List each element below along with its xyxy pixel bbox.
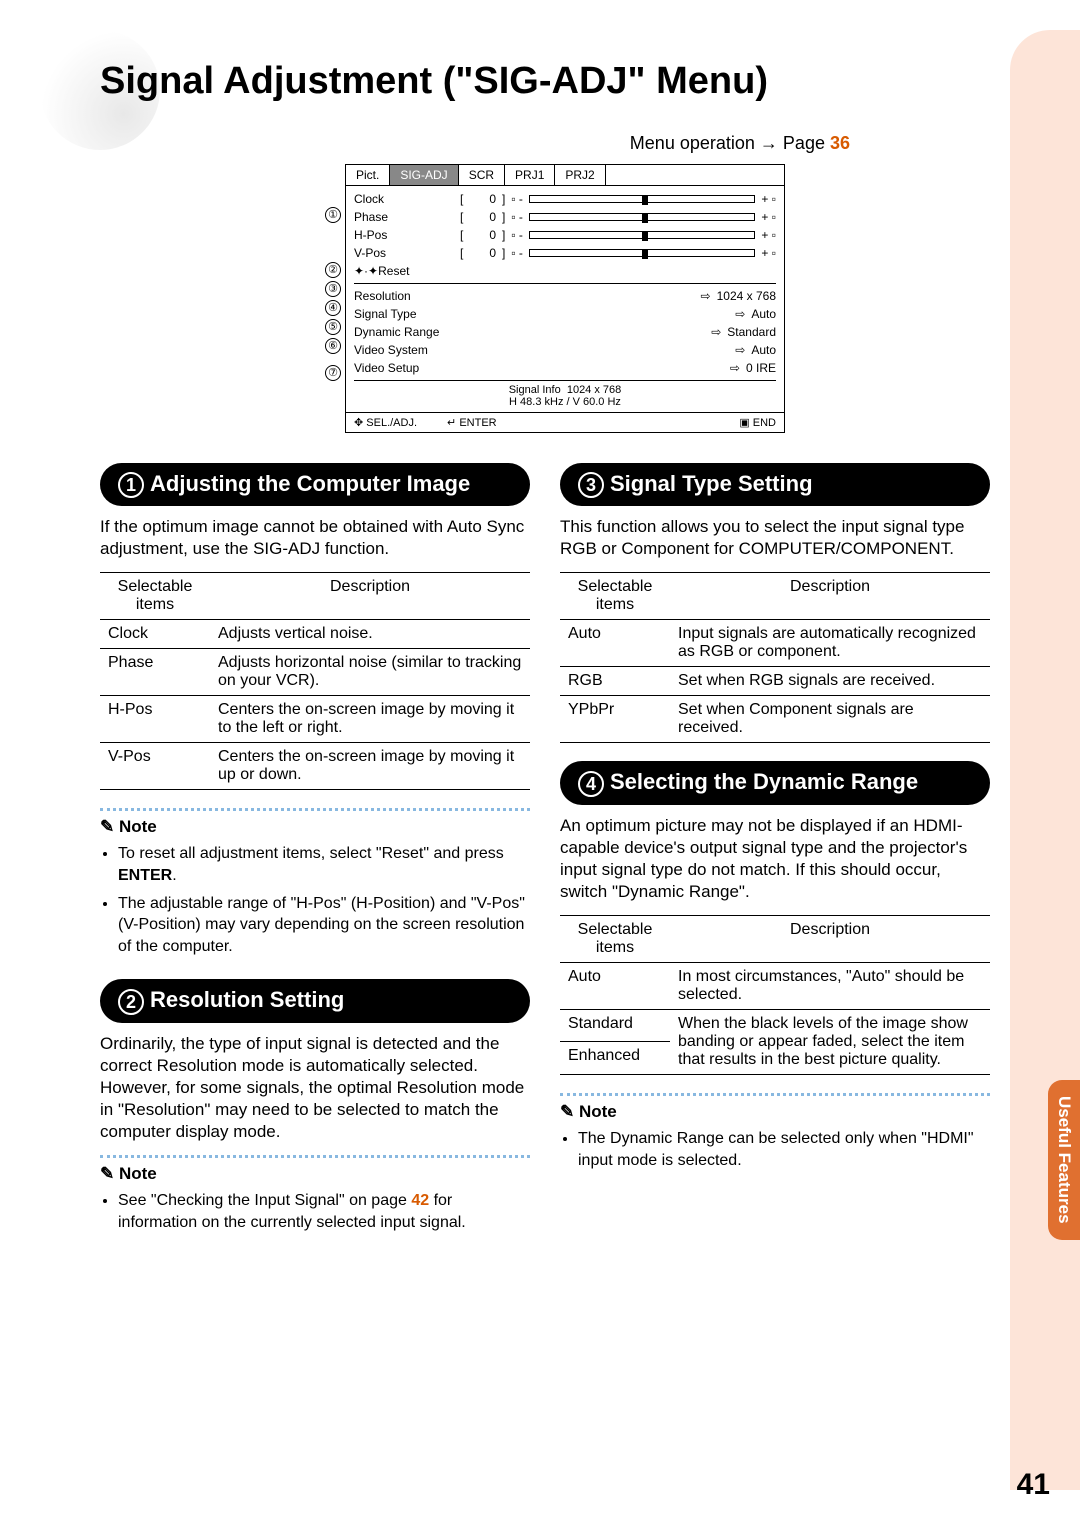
section-1-table: Selectable itemsDescription ClockAdjusts…: [100, 572, 530, 790]
callout-7: ⑦: [325, 365, 341, 381]
callout-4: ④: [325, 300, 341, 316]
arrow-right-icon: →: [760, 133, 783, 153]
section-4-title: Selecting the Dynamic Range: [610, 769, 918, 794]
callout-5: ⑤: [325, 319, 341, 335]
note-header: Note: [560, 1093, 990, 1122]
section-3-num: 3: [578, 472, 604, 498]
osd-signal-line: H 48.3 kHz / V 60.0 Hz: [354, 396, 776, 408]
note-item: To reset all adjustment items, select "R…: [118, 843, 530, 886]
section-1-num: 1: [118, 472, 144, 498]
osd-row-videosetup: Video Setup⇨0 IRE: [354, 359, 776, 377]
osd-row-vpos: V-Pos [0] ▫ -+ ▫: [354, 244, 776, 262]
note-item: The Dynamic Range can be selected only w…: [578, 1128, 990, 1171]
section-1-header: 1Adjusting the Computer Image: [100, 463, 530, 506]
menu-operation-ref: Menu operation → Page 36: [100, 133, 990, 154]
table-row: StandardWhen the black levels of the ima…: [560, 1009, 990, 1042]
section-3-header: 3Signal Type Setting: [560, 463, 990, 506]
section-2-intro: Ordinarily, the type of input signal is …: [100, 1033, 530, 1143]
section-2-header: 2Resolution Setting: [100, 979, 530, 1022]
osd-tab-prj1: PRJ1: [505, 165, 555, 185]
section-2-note: See "Checking the Input Signal" on page …: [100, 1190, 530, 1233]
osd-tab-row: Pict. SIG-ADJ SCR PRJ1 PRJ2: [346, 165, 784, 186]
osd-tab-sigadj: SIG-ADJ: [390, 165, 458, 185]
note-header: Note: [100, 808, 530, 837]
menu-operation-label: Menu operation: [630, 133, 755, 153]
osd-row-phase: Phase [0] ▫ -+ ▫: [354, 208, 776, 226]
section-1-note: To reset all adjustment items, select "R…: [100, 843, 530, 957]
section-3-table: Selectable itemsDescription AutoInput si…: [560, 572, 990, 743]
table-row: ClockAdjusts vertical noise.: [100, 620, 530, 649]
note-item: See "Checking the Input Signal" on page …: [118, 1190, 530, 1233]
note-item: The adjustable range of "H-Pos" (H-Posit…: [118, 893, 530, 958]
page-number: 41: [1017, 1468, 1050, 1502]
callout-2: ②: [325, 262, 341, 278]
section-3-intro: This function allows you to select the i…: [560, 516, 990, 560]
osd-label: Clock: [354, 192, 454, 206]
section-2-title: Resolution Setting: [150, 987, 344, 1012]
menu-operation-page-link: 36: [830, 133, 850, 153]
section-4-num: 4: [578, 771, 604, 797]
osd-row-signaltype: Signal Type⇨Auto: [354, 305, 776, 323]
table-row: RGBSet when RGB signals are received.: [560, 667, 990, 696]
section-1-intro: If the optimum image cannot be obtained …: [100, 516, 530, 560]
left-column: 1Adjusting the Computer Image If the opt…: [100, 463, 530, 1255]
table-row: YPbPrSet when Component signals are rece…: [560, 696, 990, 743]
section-1-title: Adjusting the Computer Image: [150, 471, 470, 496]
osd-tab-prj2: PRJ2: [555, 165, 605, 185]
section-2-num: 2: [118, 989, 144, 1015]
osd-footer: ✥ SEL./ADJ. ↵ ENTER ▣ END: [346, 412, 784, 432]
osd-row-hpos: H-Pos [0] ▫ -+ ▫: [354, 226, 776, 244]
page-link-42: 42: [411, 1192, 429, 1209]
page-title: Signal Adjustment ("SIG-ADJ" Menu): [100, 60, 990, 103]
osd-signal-info: Signal Info 1024 x 768: [354, 384, 776, 396]
table-row: H-PosCenters the on-screen image by movi…: [100, 696, 530, 743]
osd-row-videosystem: Video System⇨Auto: [354, 341, 776, 359]
osd-row-resolution: Resolution⇨1024 x 768: [354, 287, 776, 305]
section-4-note: The Dynamic Range can be selected only w…: [560, 1128, 990, 1171]
callout-3: ③: [325, 281, 341, 297]
section-4-intro: An optimum picture may not be displayed …: [560, 815, 990, 903]
section-4-table: Selectable itemsDescription AutoIn most …: [560, 915, 990, 1075]
osd-menu-figure: ① ② ③ ④ ⑤ ⑥ ⑦ Pict. SIG-ADJ SCR PRJ1 PRJ…: [100, 164, 990, 433]
right-column: 3Signal Type Setting This function allow…: [560, 463, 990, 1255]
osd-menu-box: Pict. SIG-ADJ SCR PRJ1 PRJ2 Clock [0] ▫ …: [345, 164, 785, 433]
osd-tab-scr: SCR: [459, 165, 505, 185]
osd-row-reset: ✦·✦Reset: [354, 262, 776, 280]
section-4-header: 4Selecting the Dynamic Range: [560, 761, 990, 804]
osd-tab-pict: Pict.: [346, 165, 390, 185]
osd-row-dynamicrange: Dynamic Range⇨Standard: [354, 323, 776, 341]
callout-1: ①: [325, 207, 341, 223]
section-3-title: Signal Type Setting: [610, 471, 813, 496]
table-row: PhaseAdjusts horizontal noise (similar t…: [100, 649, 530, 696]
callout-6: ⑥: [325, 338, 341, 354]
note-header: Note: [100, 1155, 530, 1184]
slider-bar: [529, 195, 755, 203]
table-row: AutoInput signals are automatically reco…: [560, 620, 990, 667]
table-row: V-PosCenters the on-screen image by movi…: [100, 743, 530, 790]
osd-callout-column: ① ② ③ ④ ⑤ ⑥ ⑦: [305, 164, 345, 433]
table-row: AutoIn most circumstances, "Auto" should…: [560, 962, 990, 1009]
osd-row-clock: Clock [0] ▫ -+ ▫: [354, 190, 776, 208]
